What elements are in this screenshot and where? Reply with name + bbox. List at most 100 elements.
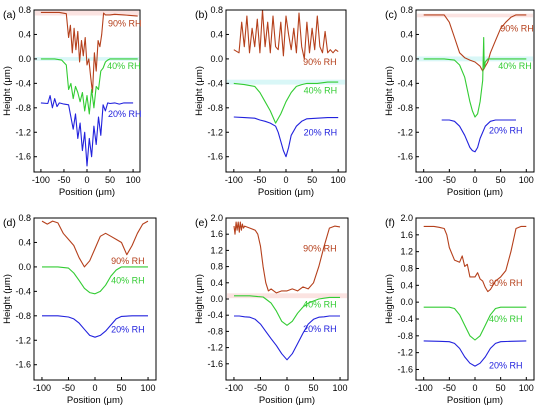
highlight-band <box>227 293 347 299</box>
y-axis-title: Height (μm) <box>194 274 205 324</box>
series-line-40rh <box>423 306 527 341</box>
x-tick-label: -100 <box>225 383 243 393</box>
y-tick-label: -0.8 <box>207 103 223 113</box>
y-tick-label: -0.8 <box>15 311 31 321</box>
y-tick-label: -1.2 <box>15 127 31 137</box>
series-line-20rh <box>233 116 339 158</box>
y-tick-label: 0.0 <box>400 54 413 64</box>
y-tick-label: 0.4 <box>400 29 413 39</box>
y-tick-label: -1.6 <box>15 360 31 370</box>
y-tick-label: -0.4 <box>397 78 413 88</box>
y-tick-label: -1.6 <box>207 152 223 162</box>
y-tick-label: -0.4 <box>15 78 31 88</box>
x-axis-title: Position (μm) <box>447 395 503 406</box>
series-line-40rh <box>233 81 339 124</box>
series-label: 20% RH <box>111 324 145 334</box>
y-tick-label: -1.6 <box>397 152 413 162</box>
x-tick-label: 0 <box>92 383 97 393</box>
y-tick-label: 0.8 <box>210 5 223 15</box>
x-tick-label: 0 <box>284 383 289 393</box>
x-tick-label: 50 <box>307 175 317 185</box>
series-label: 40% RH <box>107 61 141 71</box>
x-tick-label: 50 <box>117 383 127 393</box>
x-tick-label: 0 <box>84 175 89 185</box>
y-tick-label: 0.4 <box>400 280 413 290</box>
x-axis-title: Position (μm) <box>259 395 315 406</box>
y-tick-label: -0.4 <box>207 78 223 88</box>
y-tick-label: 1.2 <box>210 245 223 255</box>
x-tick-label: -50 <box>443 383 456 393</box>
chart-panel-4: -100 -50 0 50 100 0.8 0.4 0.0 -0.4 -0.8 -1.2 -1.6 Po… <box>2 213 157 406</box>
x-tick-label: -100 <box>415 175 433 185</box>
highlight-band <box>417 56 533 62</box>
y-tick-label: -0.4 <box>15 286 31 296</box>
x-axis-title: Position (μm) <box>67 395 123 406</box>
y-tick-label: -1.6 <box>207 359 223 369</box>
x-tick-label: -50 <box>62 383 75 393</box>
x-tick-label: 100 <box>141 383 156 393</box>
y-tick-label: 0.4 <box>18 237 31 247</box>
chart-panel-3: -100 -50 0 50 100 0.8 0.4 0.0 -0.4 -0.8 -1.2 -1.6 Po… <box>384 5 535 198</box>
y-tick-label: 0.8 <box>400 263 413 273</box>
y-tick-label: 0.0 <box>210 294 223 304</box>
x-tick-label: 50 <box>105 175 115 185</box>
y-tick-label: 2.0 <box>400 213 413 223</box>
y-tick-label: 2.0 <box>210 213 223 223</box>
series-line-90rh <box>233 9 339 60</box>
y-tick-label: 0.4 <box>210 278 223 288</box>
panel-label: (e) <box>195 217 208 229</box>
y-axis-title: Height (μm) <box>2 66 13 116</box>
series-line-20rh <box>234 315 340 361</box>
y-tick-label: 1.2 <box>400 247 413 257</box>
x-axis-title: Position (μm) <box>258 187 314 198</box>
series-line-90rh <box>423 225 527 293</box>
x-tick-label: -50 <box>253 175 266 185</box>
x-tick-label: 0 <box>472 175 477 185</box>
series-line-90rh <box>423 14 527 72</box>
y-tick-label: -1.6 <box>15 152 31 162</box>
x-tick-label: 0 <box>472 383 477 393</box>
series-line-20rh <box>40 95 134 167</box>
series-label: 90% RH <box>303 243 337 253</box>
chart-panel-6: -100 -50 0 50 100 2.0 1.6 1.2 0.8 0.4 0.0 -0.4 -0.8 -… <box>384 213 535 406</box>
y-tick-label: -1.2 <box>397 348 413 358</box>
highlight-band <box>417 13 533 18</box>
series-label: 40% RH <box>303 300 337 310</box>
y-tick-label: -0.8 <box>207 326 223 336</box>
x-tick-label: 100 <box>519 383 534 393</box>
series-label: 20% RH <box>303 324 337 334</box>
chart-panel-5: -100 -50 0 50 100 2.0 1.6 1.2 0.8 0.4 0.0 -0.4 -0.8 -… <box>194 213 349 406</box>
y-tick-label: 0.4 <box>210 29 223 39</box>
series-line-90rh <box>41 220 149 268</box>
y-tick-label: 0.0 <box>18 54 31 64</box>
x-tick-label: -100 <box>415 383 433 393</box>
x-tick-label: 50 <box>496 175 506 185</box>
panel-label: (d) <box>3 217 16 229</box>
y-tick-label: -0.4 <box>397 314 413 324</box>
panel-label: (f) <box>385 217 395 229</box>
series-label: 90% RH <box>489 278 523 288</box>
y-tick-label: 0.8 <box>400 5 413 15</box>
x-axis-title: Position (μm) <box>59 187 115 198</box>
series-label: 20% RH <box>108 109 142 119</box>
y-tick-label: 1.6 <box>210 229 223 239</box>
y-tick-label: 0.8 <box>18 213 31 223</box>
series-line-40rh <box>42 266 148 295</box>
x-tick-label: 0 <box>283 175 288 185</box>
chart-panel-2: -100 -50 0 50 100 0.8 0.4 0.0 -0.4 -0.8 -1.2 -1.6 Po… <box>194 5 347 198</box>
y-tick-label: -1.2 <box>207 127 223 137</box>
highlight-band <box>227 79 345 85</box>
x-tick-label: 100 <box>331 175 346 185</box>
x-tick-label: -50 <box>57 175 70 185</box>
y-tick-label: -1.2 <box>15 335 31 345</box>
series-label: 20% RH <box>489 360 523 370</box>
panel-label: (a) <box>3 9 16 21</box>
series-label: 90% RH <box>303 57 337 67</box>
highlight-band <box>35 10 139 16</box>
series-line-20rh <box>423 340 527 367</box>
series-line-40rh <box>423 36 527 118</box>
y-tick-label: 0.0 <box>18 262 31 272</box>
series-line-90rh <box>233 221 341 294</box>
series-label: 90% RH <box>111 256 145 266</box>
